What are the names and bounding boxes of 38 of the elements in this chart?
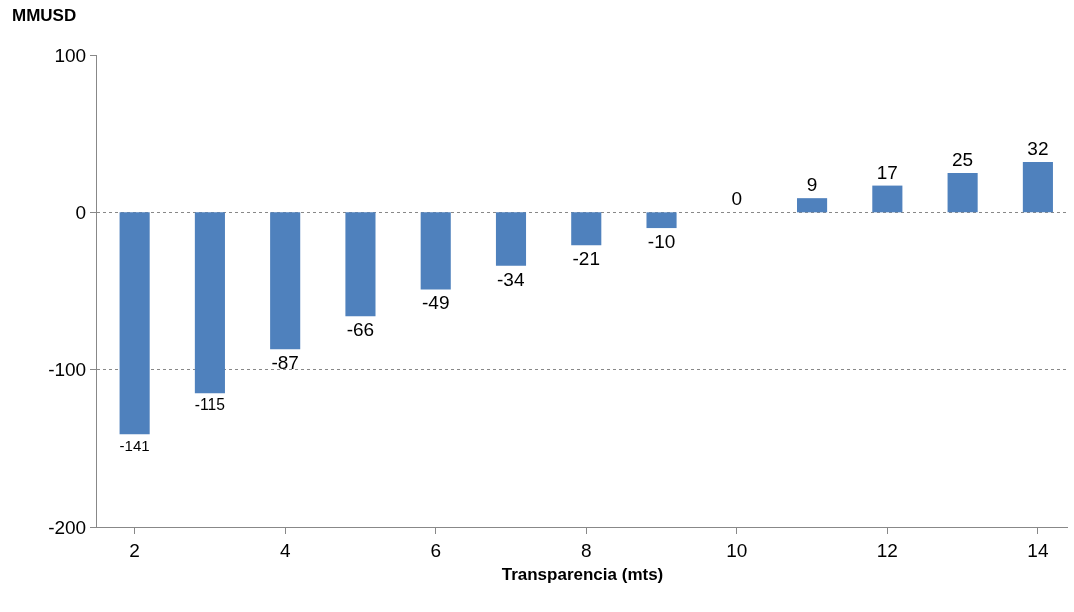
y-axis-title: MMUSD [12, 6, 77, 25]
x-tick-label: 2 [129, 539, 140, 561]
data-label: 0 [731, 188, 743, 210]
data-label: -49 [421, 292, 450, 314]
bar [872, 185, 903, 213]
data-label: -21 [572, 248, 600, 270]
y-tick-label: 100 [54, 44, 87, 66]
bar [947, 173, 978, 213]
bar [495, 212, 527, 266]
data-label: -87 [271, 352, 299, 374]
bar [571, 212, 602, 246]
data-label: -10 [647, 231, 676, 253]
x-tick-label: 8 [580, 539, 592, 561]
x-tick-label: 10 [726, 539, 748, 561]
data-label: -34 [497, 268, 525, 290]
bar [345, 212, 376, 317]
bar [119, 212, 150, 435]
y-tick-label: 0 [75, 201, 87, 223]
data-label: 17 [876, 161, 898, 183]
bar [420, 212, 451, 290]
data-label: -115 [194, 396, 226, 414]
bar [194, 212, 225, 394]
x-axis-title: Transparencia (mts) [501, 565, 664, 585]
x-tick-label: 12 [876, 539, 898, 561]
bar [797, 198, 828, 213]
data-label: -141 [119, 436, 150, 454]
x-tick-label: 6 [430, 539, 442, 561]
bar [646, 212, 677, 229]
x-tick-label: 14 [1027, 539, 1049, 561]
y-tick-label: -100 [48, 359, 87, 381]
data-label: -66 [346, 319, 375, 341]
bar [270, 212, 301, 350]
data-label: 9 [806, 174, 818, 196]
bar [1022, 161, 1053, 213]
data-label: 32 [1027, 137, 1049, 159]
y-tick-label: -200 [48, 516, 87, 538]
data-label: 25 [952, 149, 974, 170]
x-tick-label: 4 [279, 539, 291, 561]
